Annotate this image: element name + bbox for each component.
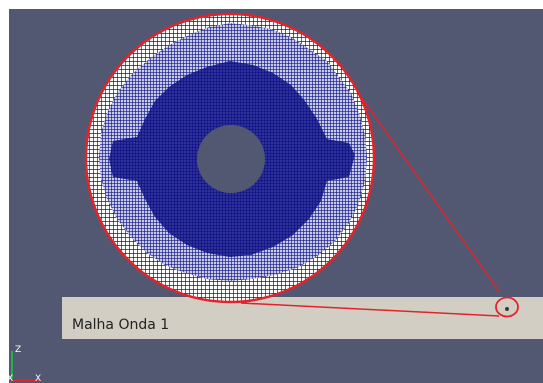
zoom-marker-circle[interactable] <box>495 296 519 318</box>
mesh-hole <box>197 125 265 193</box>
zoom-magnifier-outline <box>84 12 376 304</box>
zoom-marker-dot <box>505 307 509 311</box>
zoom-connector-bottom <box>240 302 500 317</box>
axis-corner-x-label: X <box>9 374 14 383</box>
orientation-axes <box>11 351 39 381</box>
mesh-domain: Malha Onda 1 <box>62 297 543 339</box>
render-viewport[interactable]: Malha Onda 1 <box>9 9 543 383</box>
zoom-overlay <box>11 12 519 381</box>
domain-label: Malha Onda 1 <box>72 317 170 333</box>
axis-z-label: Z <box>15 345 22 355</box>
axis-x-label: X <box>35 374 42 383</box>
zoom-connector-top <box>358 93 500 292</box>
